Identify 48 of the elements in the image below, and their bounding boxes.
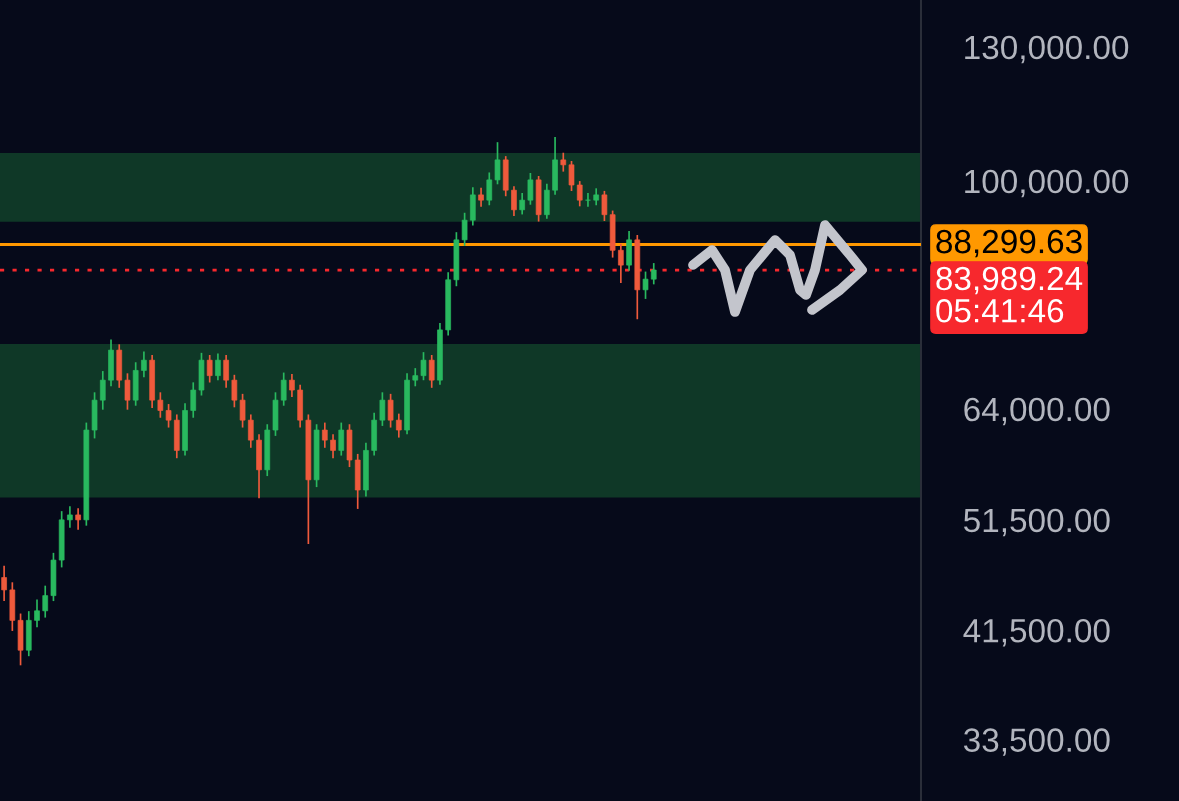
- y-tick-label: 64,000.00: [964, 397, 1110, 426]
- candlestick: [215, 353, 221, 381]
- y-tick-label: 51,500.00: [964, 508, 1110, 537]
- y-tick-label: 100,000.00: [965, 169, 1129, 198]
- candlestick: [330, 434, 336, 459]
- candlestick: [387, 393, 394, 428]
- y-tick-label: 41,500.00: [963, 618, 1110, 647]
- candlestick: [568, 161, 575, 192]
- candlestick: [99, 371, 106, 410]
- y-tick-label: 130,000.00: [965, 35, 1129, 64]
- candlestick: [141, 351, 147, 378]
- candlestick: [560, 152, 567, 172]
- candlestick: [206, 355, 213, 383]
- candlestick: [157, 392, 164, 418]
- candlestick: [618, 243, 624, 284]
- candlestick: [338, 422, 345, 456]
- candlestick: [280, 372, 287, 406]
- candlestick: [247, 414, 254, 448]
- candlestick: [519, 193, 525, 215]
- candlestick: [420, 352, 427, 381]
- candlestick: [1, 565, 7, 602]
- candlestick: [494, 142, 501, 185]
- candlestick: [527, 172, 534, 205]
- candlestick: [379, 392, 386, 426]
- candlestick: [289, 374, 295, 398]
- candlestick: [601, 190, 608, 222]
- candlestick: [124, 373, 131, 410]
- candlestick: [428, 355, 435, 388]
- candlestick: [511, 186, 517, 217]
- candlestick: [396, 413, 402, 438]
- candlestick: [585, 193, 591, 207]
- candlestick: [165, 404, 172, 428]
- candlestick: [34, 599, 40, 628]
- candlestick: [642, 271, 649, 299]
- ref-line-label: 83,989.24 05:41:46: [936, 266, 1083, 323]
- candlestick: [75, 508, 81, 530]
- ref-line-label: 88,299.63: [936, 229, 1082, 258]
- candlestick: [576, 181, 583, 207]
- candlestick: [486, 172, 493, 206]
- candlestick: [42, 585, 49, 618]
- candlestick: [650, 263, 657, 285]
- y-tick-label: 33,500.00: [963, 728, 1110, 756]
- candlestick: [67, 506, 73, 528]
- candlestick: [223, 355, 229, 388]
- candlestick: [190, 382, 197, 418]
- candlestick: [231, 374, 238, 408]
- candlestick: [239, 393, 246, 428]
- candlestick: [322, 422, 328, 448]
